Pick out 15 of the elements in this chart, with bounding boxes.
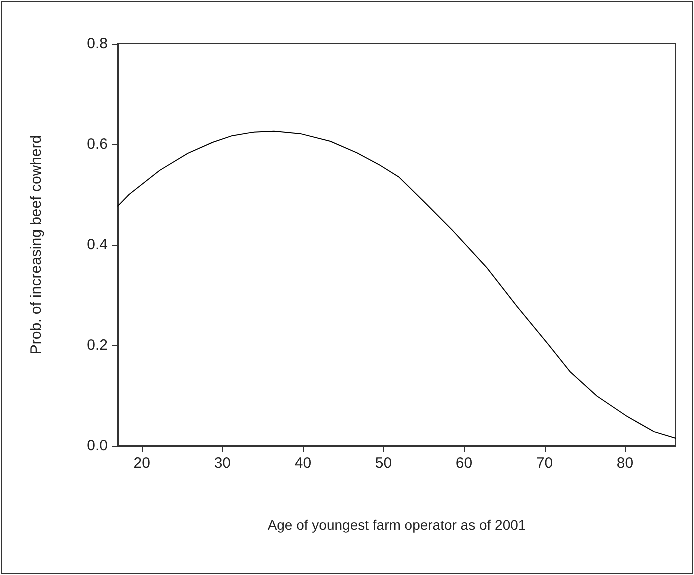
x-tick-label: 30 [214,455,232,472]
y-tick-label: 0.6 [87,136,108,153]
x-axis-title: Age of youngest farm operator as of 2001 [268,517,526,533]
x-tick-label: 80 [616,455,634,472]
x-tick-label: 40 [294,455,312,472]
y-axis-title: Prob. of increasing beef cowherd [28,135,45,355]
x-tick-label: 50 [375,455,392,472]
line-series [118,130,676,439]
x-tick-label: 20 [134,455,150,472]
y-tick-label: 0.2 [87,337,108,354]
x-tick-label: 70 [536,455,554,472]
x-tick-label: 60 [456,455,473,472]
y-tick-label: 0.0 [87,438,108,454]
y-tick-label: 0.4 [87,236,108,254]
y-tick-label: 0.8 [87,36,108,52]
